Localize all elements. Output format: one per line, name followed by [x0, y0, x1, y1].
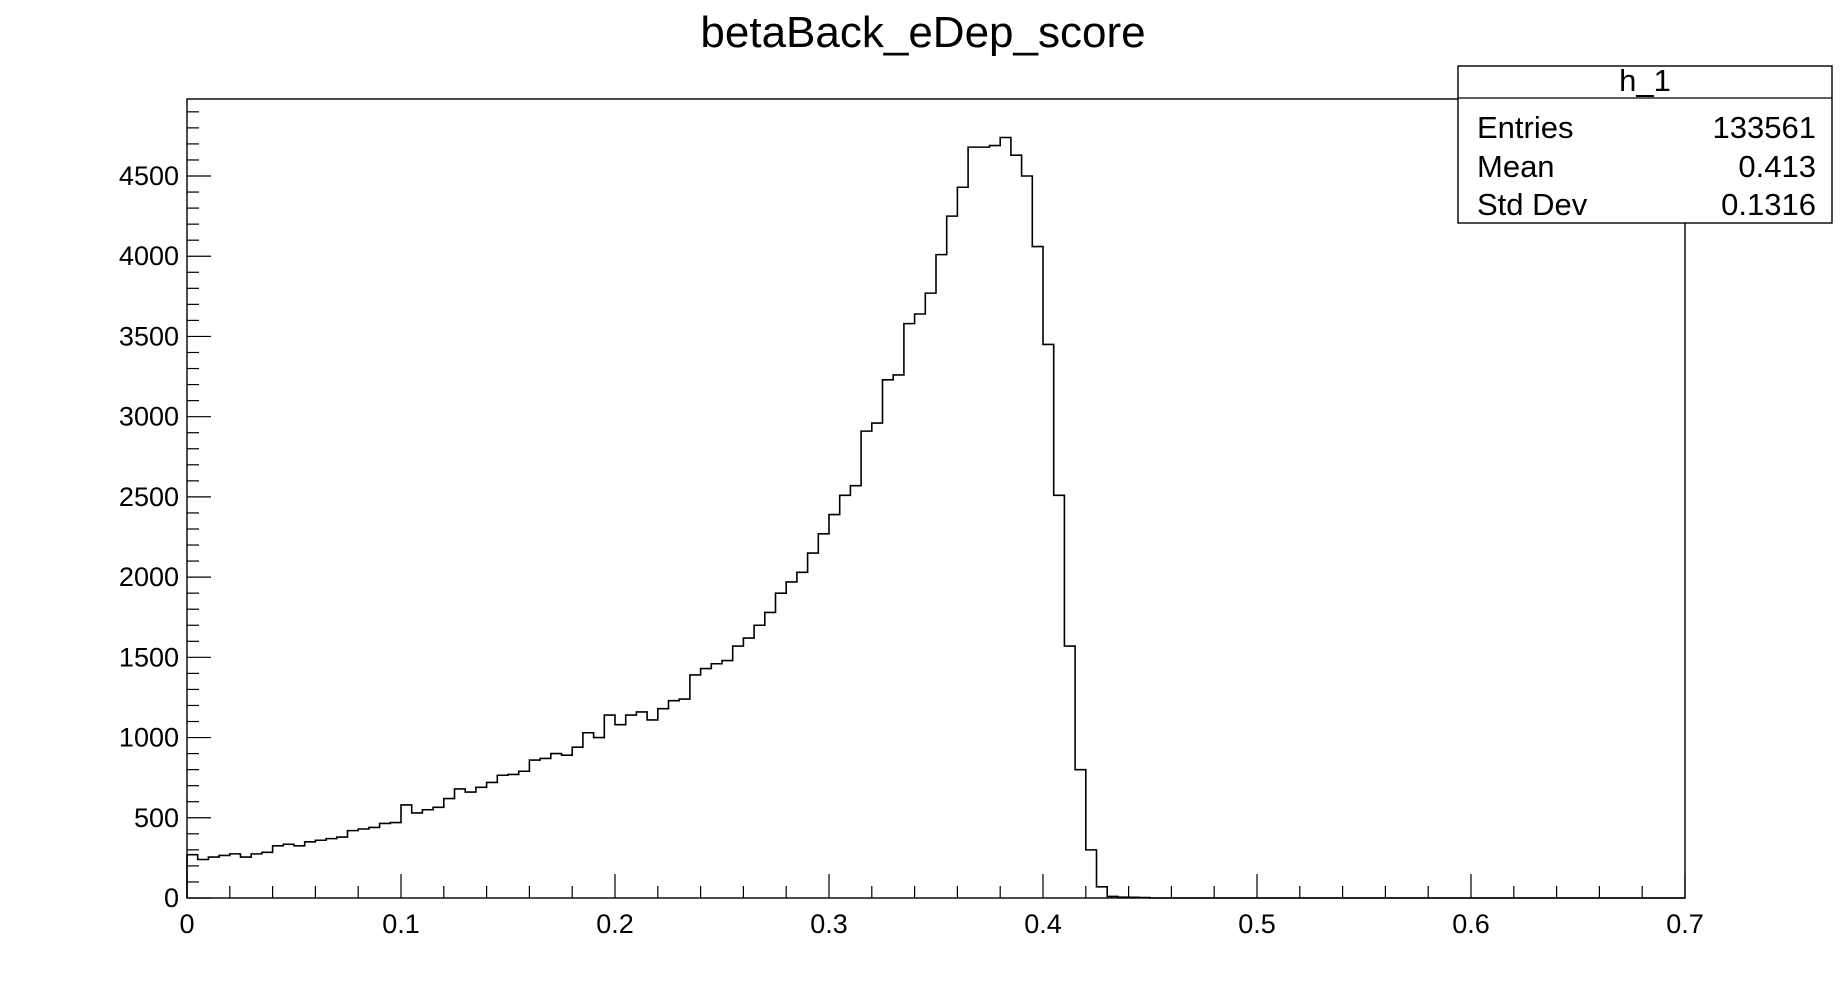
x-tick-label: 0.3: [810, 909, 848, 939]
stats-box-name: h_1: [1619, 63, 1671, 98]
y-tick-label: 4000: [119, 241, 179, 271]
chart-title: betaBack_eDep_score: [700, 8, 1145, 57]
stats-stddev-value: 0.1316: [1721, 187, 1816, 222]
x-tick-label: 0.5: [1238, 909, 1276, 939]
x-axis: 0 0.1 0.2 0.3 0.4 0.5 0.6 0.7: [179, 874, 1704, 939]
stats-entries-value: 133561: [1713, 110, 1816, 145]
x-tick-label: 0.2: [596, 909, 634, 939]
stats-box: h_1 Entries 133561 Mean 0.413 Std Dev 0.…: [1457, 63, 1833, 224]
y-tick-label: 500: [134, 803, 179, 833]
y-tick-label: 0: [164, 883, 179, 913]
x-tick-label: 0.4: [1024, 909, 1062, 939]
histogram-series-line: [186, 136, 1685, 899]
stats-box-frame: [1457, 65, 1833, 224]
y-tick-label: 3500: [119, 321, 179, 351]
y-tick-label: 2500: [119, 482, 179, 512]
x-tick-label: 0.7: [1666, 909, 1704, 939]
y-axis: 0 500 1000 1500 2000 2500 3000 3500 4000 4500: [119, 111, 211, 913]
x-tick-label: 0: [179, 909, 194, 939]
y-tick-label: 1500: [119, 642, 179, 672]
y-tick-label: 1000: [119, 723, 179, 753]
stats-entries-label: Entries: [1477, 110, 1573, 145]
y-tick-label: 4500: [119, 161, 179, 191]
stats-mean-label: Mean: [1477, 149, 1555, 184]
x-tick-label: 0.6: [1452, 909, 1490, 939]
x-tick-label: 0.1: [382, 909, 420, 939]
stats-stddev-label: Std Dev: [1477, 187, 1588, 222]
y-tick-label: 2000: [119, 562, 179, 592]
plot-frame: [186, 98, 1686, 899]
stats-mean-value: 0.413: [1738, 149, 1816, 184]
y-tick-label: 3000: [119, 402, 179, 432]
